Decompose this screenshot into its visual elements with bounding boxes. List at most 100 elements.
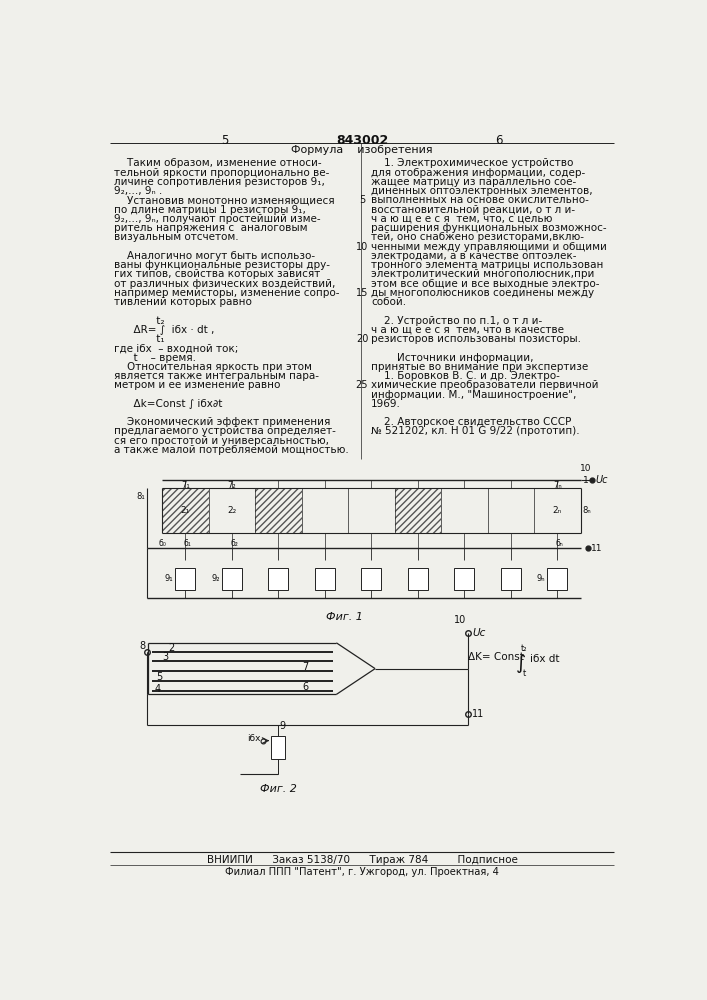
Text: 2ₙ: 2ₙ [553,506,562,515]
Text: ∫: ∫ [516,654,526,673]
Text: 843002: 843002 [336,134,388,147]
Text: 9: 9 [280,721,286,731]
Text: б₂: б₂ [230,539,238,548]
Bar [255,488,301,533]
Text: 15: 15 [356,288,368,298]
Text: 11: 11 [472,709,484,719]
Text: 4: 4 [154,684,160,694]
Text: ченными между управляющими и общими: ченными между управляющими и общими [371,242,607,252]
Text: расширения функциональных возможнос-: расширения функциональных возможнос- [371,223,607,233]
Bar [222,568,242,590]
Text: ВНИИПИ      Заказ 5138/70      Тираж 784         Подписное: ВНИИПИ Заказ 5138/70 Тираж 784 Подписное [206,855,518,865]
Text: 6: 6 [303,682,308,692]
Text: t    – время.: t – время. [114,353,196,363]
Text: iбх: iбх [247,734,261,743]
Text: 9₂: 9₂ [211,574,220,583]
Text: t₁: t₁ [114,334,165,344]
Text: 10: 10 [455,615,467,625]
Text: Установив монотонно изменяющиеся: Установив монотонно изменяющиеся [114,195,334,205]
Text: Аналогично могут быть использо-: Аналогично могут быть использо- [114,251,315,261]
Text: 10: 10 [356,242,368,252]
Text: Δk=Const ∫ iбх∂t: Δk=Const ∫ iбх∂t [114,399,222,409]
Text: ч а ю щ е е с я  тем, что в качестве: ч а ю щ е е с я тем, что в качестве [371,325,564,335]
Text: 7ₙ: 7ₙ [553,481,561,490]
Bar [361,568,381,590]
Text: ΔR= ∫  iбх · dt ,: ΔR= ∫ iбх · dt , [114,325,214,335]
Text: Фиг. 2: Фиг. 2 [259,784,297,794]
Text: восстановительной реакции, о т л и-: восстановительной реакции, о т л и- [371,205,575,215]
Text: этом все общие и все выходные электро-: этом все общие и все выходные электро- [371,279,600,289]
Text: 2: 2 [168,643,175,653]
Text: где iбх  – входной ток;: где iбх – входной ток; [114,343,238,353]
Text: предлагаемого устройства определяет-: предлагаемого устройства определяет- [114,426,336,436]
Text: б₁: б₁ [184,539,192,548]
Text: электролитический многополюсник,при: электролитический многополюсник,при [371,269,595,279]
Text: t₂: t₂ [114,316,165,326]
Text: 5: 5 [221,134,228,147]
Text: Uс: Uс [595,475,608,485]
Text: 7₁: 7₁ [181,481,189,490]
Text: выполненных на основе окислительно-: выполненных на основе окислительно- [371,195,589,205]
Text: 7: 7 [303,662,308,672]
Text: 2₁: 2₁ [180,506,190,515]
Text: жащее матрицу из параллельно сое-: жащее матрицу из параллельно сое- [371,177,576,187]
Text: 7₂: 7₂ [228,481,236,490]
Text: 20: 20 [356,334,368,344]
Text: 25: 25 [356,380,368,390]
Text: по длине матрицы 1 резисторы 9₁,: по длине матрицы 1 резисторы 9₁, [114,205,306,215]
Text: Экономический эффект применения: Экономический эффект применения [114,417,330,427]
Text: Формула    изобретения: Формула изобретения [291,145,433,155]
Text: ся его простотой и универсальностью,: ся его простотой и универсальностью, [114,436,329,446]
Text: тронного элемента матрицы использован: тронного элемента матрицы использован [371,260,604,270]
Text: для отображения информации, содер-: для отображения информации, содер- [371,168,585,178]
Text: 1969.: 1969. [371,399,401,409]
Text: 2. Авторское свидетельство СССР: 2. Авторское свидетельство СССР [371,417,572,427]
Text: 1. Боровков В. С. и др. Электро-: 1. Боровков В. С. и др. Электро- [371,371,560,381]
Text: электродами, а в качестве оптоэлек-: электродами, а в качестве оптоэлек- [371,251,577,261]
Text: ΔK= Const: ΔK= Const [468,652,524,662]
Bar [501,568,520,590]
Text: диненных оптоэлектронных элементов,: диненных оптоэлектронных элементов, [371,186,593,196]
Text: t₂: t₂ [520,644,527,653]
Text: Uс: Uс [473,628,486,638]
Bar [269,568,288,590]
Text: а также малой потребляемой мощностью.: а также малой потребляемой мощностью. [114,445,349,455]
Text: гих типов, свойства которых зависят: гих типов, свойства которых зависят [114,269,320,279]
Text: принятые во внимание при экспертизе: принятые во внимание при экспертизе [371,362,588,372]
Text: тельной яркости пропорционально ве-: тельной яркости пропорционально ве- [114,168,329,178]
Text: 3: 3 [162,652,168,662]
Text: 9₂,..., 9ₙ .: 9₂,..., 9ₙ . [114,186,162,196]
Text: t: t [522,669,525,678]
Text: iбх dt: iбх dt [530,654,560,664]
Text: тей, оно снабжено резисторами,вклю-: тей, оно снабжено резисторами,вклю- [371,232,584,242]
Text: химические преобразователи первичной: химические преобразователи первичной [371,380,599,390]
Text: Филиал ППП "Патент", г. Ужгород, ул. Проектная, 4: Филиал ППП "Патент", г. Ужгород, ул. Про… [225,867,499,877]
Bar [455,568,474,590]
Text: 1: 1 [583,476,588,485]
Text: 11: 11 [591,544,603,553]
Text: метром и ее изменение равно: метром и ее изменение равно [114,380,280,390]
Text: Таким образом, изменение относи-: Таким образом, изменение относи- [114,158,322,168]
Text: тивлений которых равно: тивлений которых равно [114,297,252,307]
Text: Фиг. 1: Фиг. 1 [326,612,363,622]
Text: собой.: собой. [371,297,407,307]
Text: 9ₙ: 9ₙ [537,574,545,583]
Text: 1. Электрохимическое устройство: 1. Электрохимическое устройство [371,158,573,168]
Text: 9₁: 9₁ [165,574,173,583]
Text: № 521202, кл. H 01 G 9/22 (прототип).: № 521202, кл. H 01 G 9/22 (прототип). [371,426,580,436]
Text: бₙ: бₙ [556,539,563,548]
Text: б₀: б₀ [159,539,167,548]
Text: 8₁: 8₁ [136,492,145,501]
Bar [162,488,209,533]
Bar [271,736,285,759]
Text: ритель напряжения с  аналоговым: ритель напряжения с аналоговым [114,223,308,233]
Text: 2₂: 2₂ [227,506,236,515]
Text: от различных физических воздействий,: от различных физических воздействий, [114,279,335,289]
Text: ч а ю щ е е с я  тем, что, с целью: ч а ю щ е е с я тем, что, с целью [371,214,553,224]
Text: резисторов использованы позисторы.: резисторов использованы позисторы. [371,334,581,344]
Text: 8ₙ: 8ₙ [583,506,592,515]
Text: Относительная яркость при этом: Относительная яркость при этом [114,362,312,372]
Text: 2. Устройство по п.1, о т л и-: 2. Устройство по п.1, о т л и- [371,316,542,326]
Text: информации. М., "Машиностроение",: информации. М., "Машиностроение", [371,389,577,399]
Text: 10: 10 [580,464,592,473]
